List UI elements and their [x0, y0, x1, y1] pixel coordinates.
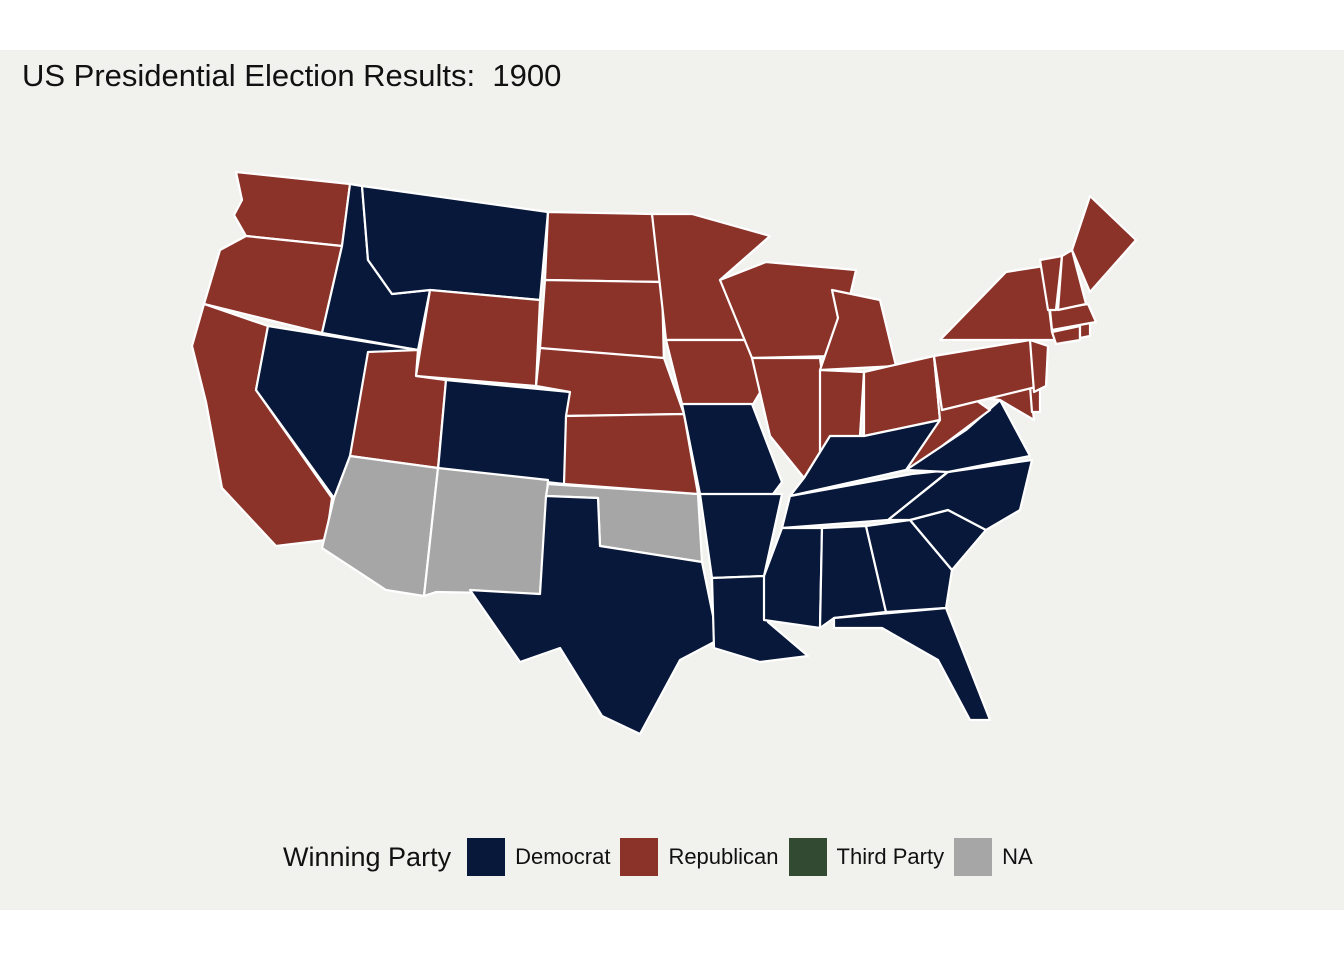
legend-swatch-third-party: [788, 838, 827, 876]
legend-item-na: NA: [954, 838, 1033, 876]
legend-item-third-party: Third Party: [788, 838, 945, 876]
legend-swatch-republican: [620, 838, 659, 876]
state-mississippi: [762, 526, 824, 630]
state-new-hampshire: [1056, 248, 1088, 312]
state-vermont: [1038, 254, 1064, 312]
state-oregon: [202, 234, 344, 335]
legend-label-na: NA: [1002, 844, 1033, 869]
legend-title: Winning Party: [283, 841, 452, 872]
legend-label-third-party: Third Party: [836, 844, 945, 869]
state-montana: [360, 184, 550, 302]
map-title: US Presidential Election Results: 1900: [22, 58, 562, 93]
legend-label-democrat: Democrat: [515, 844, 611, 869]
state-maine: [1070, 194, 1138, 294]
state-colorado: [436, 378, 572, 486]
state-florida: [832, 606, 992, 722]
legend-swatch-democrat: [467, 838, 506, 876]
legend-item-democrat: Democrat: [467, 838, 610, 876]
state-michigan: [818, 288, 898, 372]
legend-swatch-na: [954, 838, 993, 876]
state-north-dakota: [543, 210, 664, 284]
state-missouri: [680, 402, 784, 500]
legend: Winning Party Democrat Republican Third …: [283, 836, 1043, 878]
state-wyoming: [414, 288, 542, 388]
state-washington: [232, 170, 352, 248]
legend-item-republican: Republican: [620, 838, 779, 876]
legend-label-republican: Republican: [668, 844, 779, 869]
state-new-mexico: [422, 466, 550, 598]
state-kansas: [562, 412, 700, 496]
state-new-jersey: [1028, 338, 1050, 394]
state-texas: [468, 494, 720, 736]
state-connecticut: [1050, 324, 1082, 346]
